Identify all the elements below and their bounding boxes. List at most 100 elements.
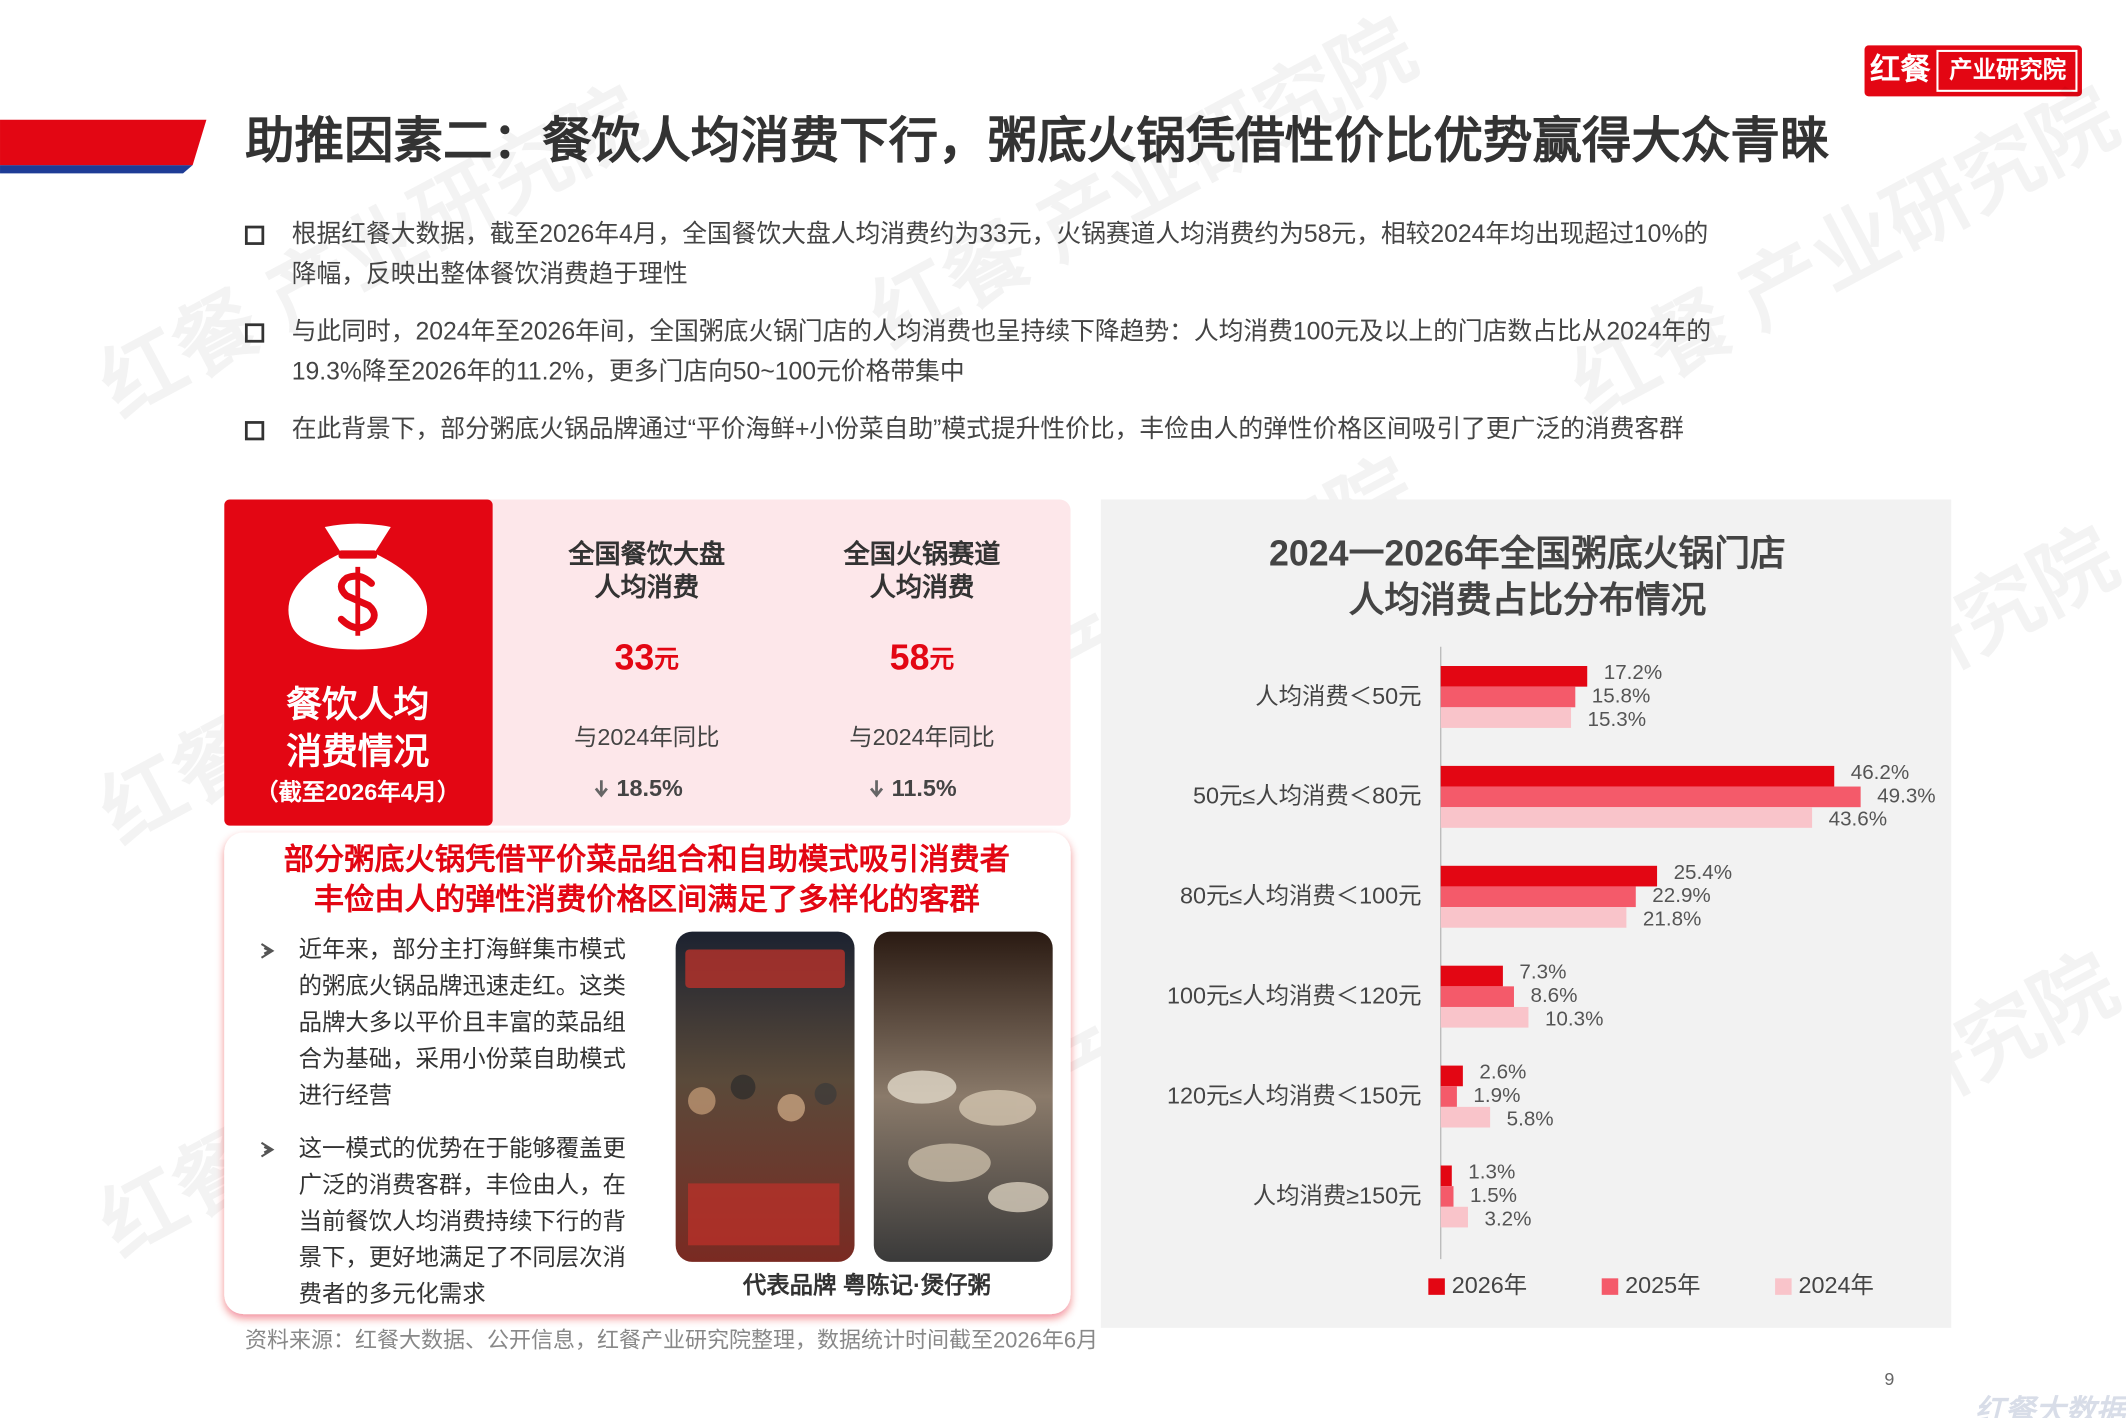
bar xyxy=(1440,1165,1452,1187)
point-text: 进行经营 xyxy=(299,1082,393,1108)
bar xyxy=(1440,965,1503,987)
bullet-square xyxy=(244,421,265,441)
category-label: 人均消费≥150元 xyxy=(1253,1182,1422,1208)
legend-swatch xyxy=(1601,1278,1619,1295)
value-label: 17.2% xyxy=(1604,661,1662,684)
value-label: 22.9% xyxy=(1652,884,1710,907)
point-text: 费者的多元化需求 xyxy=(299,1281,486,1307)
bar xyxy=(1440,907,1627,928)
value-label: 8.6% xyxy=(1530,984,1577,1007)
value-label: 3.2% xyxy=(1484,1207,1531,1230)
feature-panel xyxy=(224,832,1071,1315)
footer-logo: 红餐大数据 xyxy=(1975,1394,2126,1418)
bar xyxy=(1440,865,1658,887)
point-text: 广泛的消费客群，丰俭由人，在 xyxy=(299,1171,626,1197)
summary-title: 消费情况 xyxy=(286,732,429,772)
value-label: 15.3% xyxy=(1588,708,1646,731)
logo-frame xyxy=(1936,49,2078,92)
summary-note: （截至2026年4月） xyxy=(255,778,460,805)
summary-title: 餐饮人均 xyxy=(286,685,429,725)
photo-street xyxy=(675,931,855,1262)
page-number: 9 xyxy=(1884,1369,1894,1389)
bar xyxy=(1440,786,1861,808)
value-label: 1.5% xyxy=(1470,1184,1517,1207)
value-label: 10.3% xyxy=(1545,1008,1603,1031)
bar xyxy=(1440,1086,1457,1107)
summary-columns: 全国餐饮大盘人均消费33元与2024年同比18.5%全国火锅赛道人均消费58元与… xyxy=(567,539,1000,801)
bar xyxy=(1440,665,1588,687)
feature-heading: 部分粥底火锅凭借平价菜品组合和自助模式吸引消费者 xyxy=(284,841,1010,876)
bar xyxy=(1440,1006,1529,1028)
bar xyxy=(1440,807,1813,828)
value-unit: 元 xyxy=(929,646,954,673)
banner-stripe xyxy=(0,165,193,174)
bar xyxy=(1440,765,1835,787)
photo-sign xyxy=(685,949,845,988)
bar xyxy=(1440,986,1514,1007)
bullet-text: 在此背景下，部分粥底火锅品牌通过“平价海鲜+小份菜自助”模式提升性价比，丰俭由人… xyxy=(292,415,1684,443)
bullet-square xyxy=(244,323,265,343)
legend-swatch xyxy=(1775,1278,1792,1295)
value-label: 1.3% xyxy=(1468,1161,1515,1184)
chart-title: 人均消费占比分布情况 xyxy=(1349,580,1707,620)
source: 资料来源：红餐大数据、公开信息，红餐产业研究院整理，数据统计时间截至2026年6… xyxy=(245,1327,1098,1352)
category-label: 50元≤人均消费＜80元 xyxy=(1193,783,1421,809)
column-header: 人均消费 xyxy=(870,572,975,602)
column-change: 18.5% xyxy=(616,775,682,801)
value-label: 7.3% xyxy=(1519,961,1566,984)
value-label: 49.3% xyxy=(1877,784,1935,807)
legend-label: 2024年 xyxy=(1798,1272,1873,1298)
point-arrow xyxy=(260,943,275,959)
point-text: 的粥底火锅品牌迅速走红。这类 xyxy=(299,972,626,998)
summary-red-box xyxy=(224,499,493,826)
bar xyxy=(1440,707,1572,728)
column-change: 11.5% xyxy=(892,775,957,801)
legend-swatch xyxy=(1428,1278,1445,1295)
column-header: 全国火锅赛道 xyxy=(843,539,1001,569)
photo-dishes xyxy=(887,1070,1049,1213)
point-text: 品牌大多以平价且丰富的菜品组 xyxy=(299,1009,626,1035)
value-label: 43.6% xyxy=(1829,808,1887,831)
category-label: 人均消费＜50元 xyxy=(1255,683,1421,709)
point-text: 合为基础，采用小份菜自助模式 xyxy=(299,1045,626,1071)
bar xyxy=(1440,1065,1463,1087)
value-label: 25.4% xyxy=(1674,861,1732,884)
value-unit: 元 xyxy=(654,646,679,673)
logo-box xyxy=(1864,45,2082,97)
legend-label: 2026年 xyxy=(1452,1272,1527,1298)
column-header: 全国餐饮大盘 xyxy=(567,539,725,569)
value-label: 2.6% xyxy=(1479,1061,1526,1084)
column-header: 人均消费 xyxy=(595,572,700,602)
column-compare: 与2024年同比 xyxy=(574,724,720,750)
point-text: 近年来，部分主打海鲜集市模式 xyxy=(299,936,626,962)
feature-points: 近年来，部分主打海鲜集市模式的粥底火锅品牌迅速走红。这类品牌大多以平价且丰富的菜… xyxy=(260,936,626,1307)
value-label: 46.2% xyxy=(1851,761,1909,784)
watermark: 红餐 产业研究院 xyxy=(856,2,1430,365)
down-arrow xyxy=(594,780,608,798)
banner xyxy=(0,119,207,166)
bar xyxy=(1440,1206,1468,1228)
bar xyxy=(1440,886,1636,908)
photo-food xyxy=(873,931,1053,1262)
money-bag-icon xyxy=(288,523,428,650)
logo-brand: 红餐 xyxy=(1870,53,1931,87)
value-label: 21.8% xyxy=(1643,908,1701,931)
value-label: 15.8% xyxy=(1592,684,1650,707)
point-text: 景下，更好地满足了不同层次消 xyxy=(299,1244,626,1270)
bar xyxy=(1440,686,1576,708)
bullet-text: 根据红餐大数据，截至2026年4月，全国餐饮大盘人均消费约为33元，火锅赛道人均… xyxy=(292,220,1708,248)
bullet-square xyxy=(244,225,265,245)
column-value: 33元 xyxy=(614,638,679,678)
logo-org: 产业研究院 xyxy=(1949,56,2067,83)
value-number: 58 xyxy=(890,638,930,678)
value-number: 33 xyxy=(614,638,654,678)
bar xyxy=(1440,1106,1491,1128)
photo-crowd xyxy=(688,1074,840,1246)
bullet-text: 19.3%降至2026年的11.2%，更多门店向50~100元价格带集中 xyxy=(292,357,965,385)
bar xyxy=(1440,1186,1454,1207)
title: 助推因素二：餐饮人均消费下行，粥底火锅凭借性价比优势赢得大众青睐 xyxy=(245,114,1830,169)
